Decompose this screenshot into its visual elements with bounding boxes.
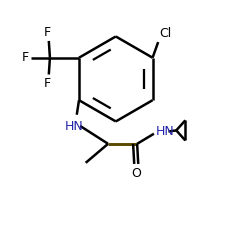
Text: F: F [22,51,29,64]
Text: HN: HN [156,125,175,138]
Text: HN: HN [65,120,84,133]
Text: F: F [44,77,51,90]
Text: F: F [44,26,51,39]
Text: Cl: Cl [159,27,171,40]
Text: O: O [132,167,141,180]
